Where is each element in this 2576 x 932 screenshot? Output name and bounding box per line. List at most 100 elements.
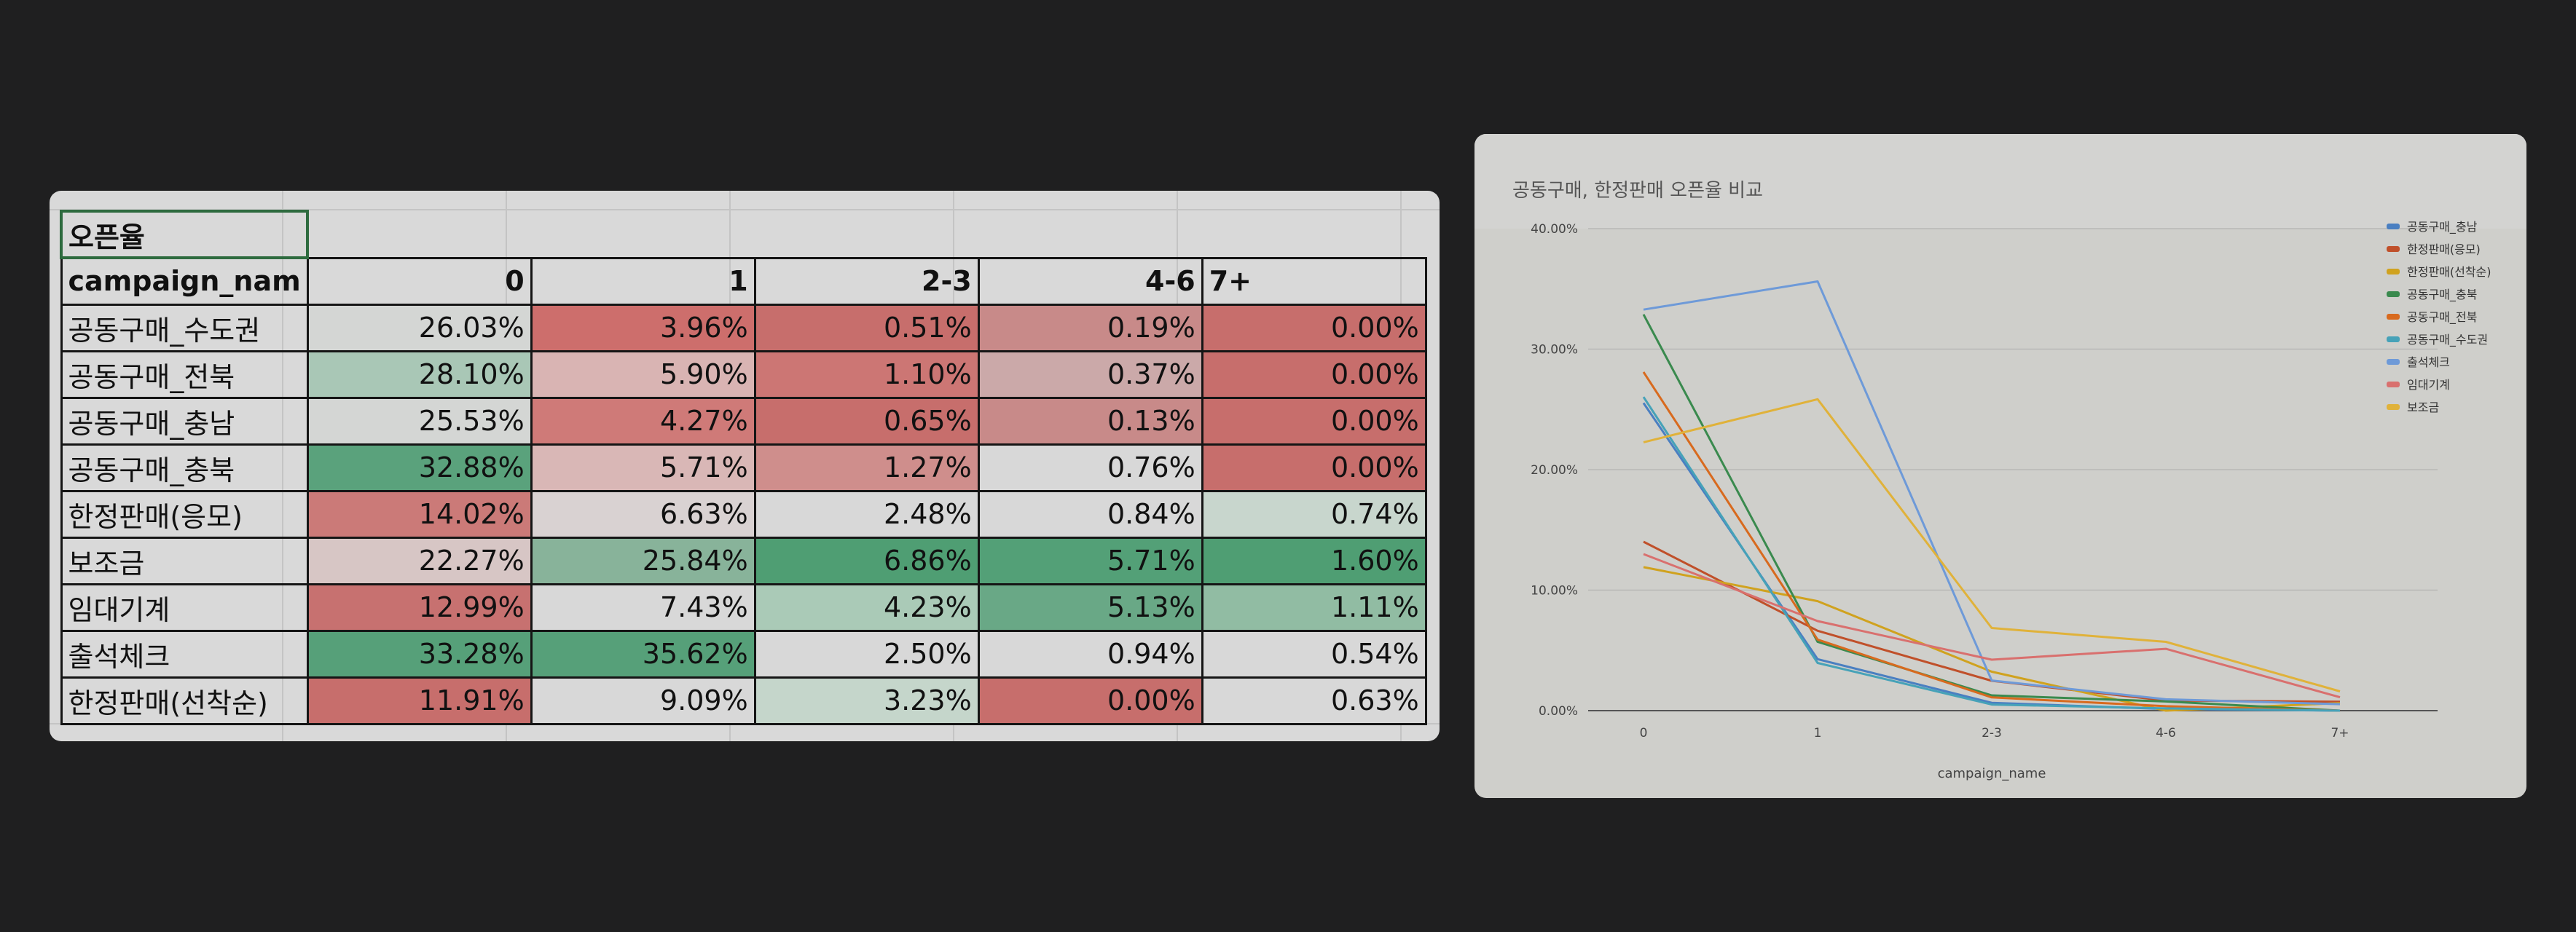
table-row: 공동구매_전북 28.10% 5.90% 1.10% 0.37% 0.00% (60, 350, 1427, 399)
table-row: 한정판매(선착순) 11.91% 9.09% 3.23% 0.00% 0.63% (60, 676, 1427, 725)
value-cell[interactable]: 1.27% (753, 443, 980, 492)
x-tick-label: 2-3 (1982, 726, 2002, 741)
value-cell[interactable]: 5.71% (977, 536, 1203, 585)
value-cell[interactable]: 0.00% (977, 676, 1203, 725)
header-row: campaign_nam 0 1 2-3 4-6 7+ (60, 256, 1427, 306)
row-label-cell[interactable]: 공동구매_수도권 (60, 303, 309, 352)
legend-label: 출석체크 (2407, 355, 2450, 369)
value-cell[interactable]: 33.28% (306, 629, 533, 679)
empty-cell[interactable] (1202, 211, 1426, 258)
value-cell[interactable]: 12.99% (306, 582, 533, 632)
chart-panel: 공동구매, 한정판매 오픈율 비교 0.00% 10.00% 20.00% 30.00%… (1474, 134, 2526, 798)
value-cell[interactable]: 0.84% (977, 489, 1203, 539)
value-cell[interactable]: 0.51% (753, 303, 980, 352)
header-cell-0[interactable]: 0 (306, 256, 533, 306)
value-cell[interactable]: 1.11% (1201, 582, 1427, 632)
spreadsheet-panel: 오픈율 campaign_nam 0 1 2-3 4-6 7+ 공동구매_수도권… (50, 191, 1440, 741)
value-cell[interactable]: 0.00% (1201, 350, 1427, 399)
value-cell[interactable]: 0.65% (753, 396, 980, 446)
value-cell[interactable]: 6.86% (753, 536, 980, 585)
header-cell-1[interactable]: 1 (530, 256, 756, 306)
value-cell[interactable]: 0.00% (1201, 396, 1427, 446)
title-row: 오픈율 (59, 210, 1426, 259)
legend-swatch (2387, 291, 2400, 297)
value-cell[interactable]: 5.71% (530, 443, 756, 492)
header-cell-4-6[interactable]: 4-6 (977, 256, 1203, 306)
value-cell[interactable]: 4.27% (530, 396, 756, 446)
empty-cell[interactable] (307, 211, 531, 258)
value-cell[interactable]: 2.48% (753, 489, 980, 539)
row-label-cell[interactable]: 공동구매_충남 (60, 396, 309, 446)
table-row: 공동구매_수도권 26.03% 3.96% 0.51% 0.19% 0.00% (60, 303, 1427, 352)
value-cell[interactable]: 9.09% (530, 676, 756, 725)
value-cell[interactable]: 25.53% (306, 396, 533, 446)
header-cell-campaign[interactable]: campaign_nam (60, 256, 309, 306)
header-cell-2-3[interactable]: 2-3 (753, 256, 980, 306)
table-row: 공동구매_충북 32.88% 5.71% 1.27% 0.76% 0.00% (60, 443, 1427, 492)
value-cell[interactable]: 0.54% (1201, 629, 1427, 679)
row-label-cell[interactable]: 한정판매(응모) (60, 489, 309, 539)
empty-cell[interactable] (531, 211, 755, 258)
y-tick-label: 20.00% (1531, 463, 1578, 478)
value-cell[interactable]: 4.23% (753, 582, 980, 632)
title-cell[interactable]: 오픈율 (59, 210, 310, 259)
value-cell[interactable]: 14.02% (306, 489, 533, 539)
value-cell[interactable]: 1.10% (753, 350, 980, 399)
value-cell[interactable]: 25.84% (530, 536, 756, 585)
row-label-cell[interactable]: 공동구매_전북 (60, 350, 309, 399)
empty-cell[interactable] (755, 211, 978, 258)
value-cell[interactable]: 5.90% (530, 350, 756, 399)
value-cell[interactable]: 1.60% (1201, 536, 1427, 585)
row-label-cell[interactable]: 공동구매_충북 (60, 443, 309, 492)
legend-swatch (2387, 224, 2400, 229)
value-cell[interactable]: 22.27% (306, 536, 533, 585)
value-cell[interactable]: 6.63% (530, 489, 756, 539)
chart-header-band (1474, 134, 2526, 229)
row-label-cell[interactable]: 보조금 (60, 536, 309, 585)
legend-swatch (2387, 336, 2400, 342)
y-tick-label: 40.00% (1531, 222, 1578, 237)
x-tick-label: 1 (1814, 726, 1822, 741)
value-cell[interactable]: 0.00% (1201, 303, 1427, 352)
value-cell[interactable]: 26.03% (306, 303, 533, 352)
value-cell[interactable]: 3.96% (530, 303, 756, 352)
value-cell[interactable]: 0.76% (977, 443, 1203, 492)
row-label-cell[interactable]: 출석체크 (60, 629, 309, 679)
row-label-cell[interactable]: 한정판매(선착순) (60, 676, 309, 725)
value-cell[interactable]: 0.63% (1201, 676, 1427, 725)
value-cell[interactable]: 11.91% (306, 676, 533, 725)
value-cell[interactable]: 32.88% (306, 443, 533, 492)
empty-cell[interactable] (978, 211, 1202, 258)
legend-label: 공동구매_전북 (2407, 310, 2477, 325)
legend-label: 한정판매(선착순) (2407, 265, 2491, 279)
line-chart: 공동구매, 한정판매 오픈율 비교 0.00% 10.00% 20.00% 30.00%… (1474, 134, 2526, 781)
value-cell[interactable]: 0.37% (977, 350, 1203, 399)
table-row: 공동구매_충남 25.53% 4.27% 0.65% 0.13% 0.00% (60, 396, 1427, 446)
legend-swatch (2387, 246, 2400, 252)
x-tick-label: 0 (1640, 726, 1648, 741)
legend-swatch (2387, 269, 2400, 275)
x-axis-label: campaign_name (1938, 766, 2046, 781)
value-cell[interactable]: 0.74% (1201, 489, 1427, 539)
legend-swatch (2387, 359, 2400, 365)
series-line (1643, 566, 2341, 712)
value-cell[interactable]: 0.00% (1201, 443, 1427, 492)
header-cell-7plus[interactable]: 7+ (1201, 256, 1427, 306)
x-tick-label: 7+ (2330, 726, 2349, 741)
y-tick-label: 30.00% (1531, 343, 1578, 358)
value-cell[interactable]: 0.19% (977, 303, 1203, 352)
value-cell[interactable]: 0.13% (977, 396, 1203, 446)
table-row: 보조금 22.27% 25.84% 6.86% 5.71% 1.60% (60, 536, 1427, 585)
series-line (1643, 398, 2341, 692)
value-cell[interactable]: 35.62% (530, 629, 756, 679)
value-cell[interactable]: 3.23% (753, 676, 980, 725)
series-line (1643, 540, 2341, 703)
value-cell[interactable]: 2.50% (753, 629, 980, 679)
row-label-cell[interactable]: 임대기계 (60, 582, 309, 632)
value-cell[interactable]: 5.13% (977, 582, 1203, 632)
value-cell[interactable]: 7.43% (530, 582, 756, 632)
value-cell[interactable]: 0.94% (977, 629, 1203, 679)
legend-label: 공동구매_수도권 (2407, 333, 2488, 347)
x-tick-label: 4-6 (2156, 726, 2176, 741)
value-cell[interactable]: 28.10% (306, 350, 533, 399)
